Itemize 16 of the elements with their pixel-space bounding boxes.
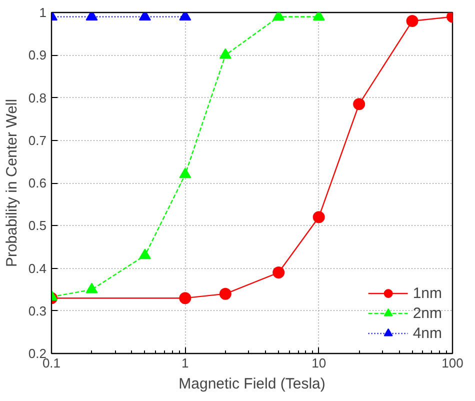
y-tick-label: 0.8: [28, 90, 47, 106]
y-axis-title: Probability in Center Well: [3, 98, 20, 268]
legend-label: 2nm: [412, 304, 442, 322]
y-tick-label: 0.4: [28, 260, 47, 276]
x-tick-label: 10: [312, 356, 326, 370]
legend-label: 4nm: [412, 324, 442, 342]
y-tick-label: 0.6: [28, 176, 47, 190]
x-tick-label: 100: [442, 356, 464, 370]
x-axis-title: Magnetic Field (Tesla): [178, 376, 326, 392]
y-tick-label: 0.7: [28, 132, 47, 148]
x-tick-label: 1: [182, 356, 189, 370]
y-tick-label: 0.9: [28, 48, 47, 63]
legend-label: 1nm: [412, 284, 442, 302]
y-tick-label: 0.5: [28, 218, 47, 234]
y-tick-label: 0.3: [28, 303, 47, 318]
y-tick-label: 1: [39, 5, 47, 20]
